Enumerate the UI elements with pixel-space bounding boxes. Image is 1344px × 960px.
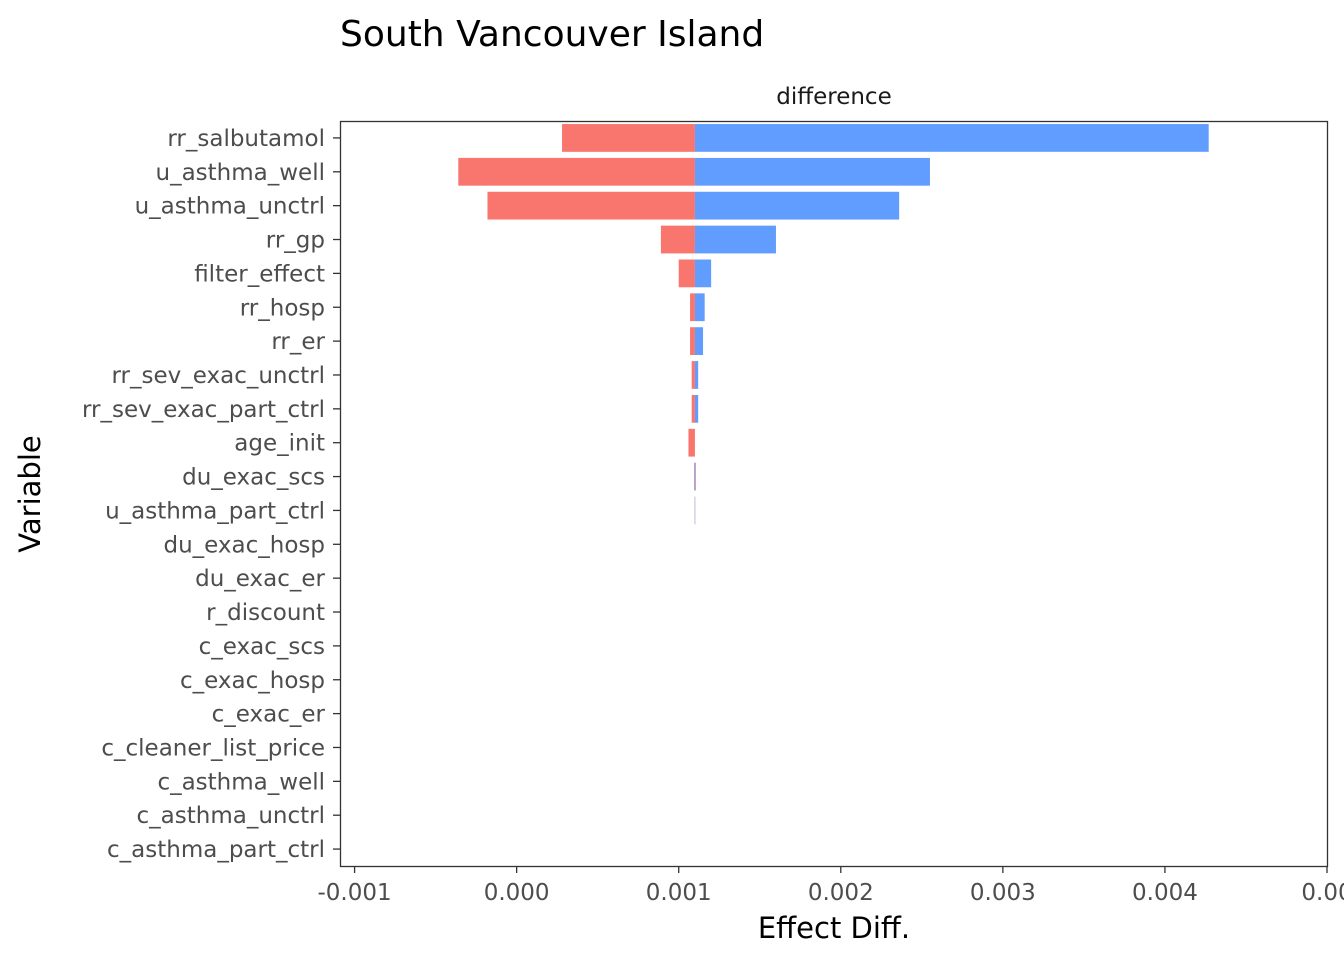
- y-tick-label: rr_hosp: [240, 295, 325, 321]
- y-tick-label: c_exac_scs: [199, 634, 325, 660]
- y-tick-label: age_init: [234, 431, 325, 457]
- x-tick-label: 0.002: [808, 880, 874, 906]
- bar-high-du-exac-scs: [694, 462, 696, 491]
- panel-border: [339, 120, 1329, 868]
- bar-low-u-asthma-well: [458, 157, 695, 186]
- y-tick-label: rr_sev_exac_part_ctrl: [82, 397, 325, 423]
- bar-low-du-exac-scs: [694, 462, 695, 491]
- bar-high-filter-effect: [694, 259, 712, 288]
- y-tick-label: du_exac_hosp: [163, 532, 325, 558]
- bar-low-rr-er: [690, 327, 695, 355]
- bar-low-rr-sev-exac-part-ctrl: [691, 394, 695, 423]
- bar-high-rr-sev-exac-unctrl: [694, 361, 699, 389]
- x-axis: -0.001 0.000 0.001 0.002 0.003 0.004 0.00: [318, 866, 1344, 906]
- y-axis: rr_salbutamol u_asthma_well u_asthma_unctr…: [82, 126, 340, 863]
- bars-layer: [458, 124, 1209, 525]
- x-tick-label: 0.000: [484, 880, 550, 906]
- x-tick-label: 0.003: [970, 880, 1036, 906]
- x-tick-label: 0.00: [1301, 880, 1344, 906]
- x-axis-title: Effect Diff.: [758, 911, 910, 945]
- y-tick-label: c_cleaner_list_price: [101, 735, 325, 761]
- bar-high-rr-sev-exac-part-ctrl: [694, 394, 699, 423]
- y-tick-label: u_asthma_part_ctrl: [105, 498, 325, 524]
- bar-high-rr-hosp: [694, 293, 705, 322]
- x-tick-label: -0.001: [318, 880, 392, 906]
- bar-low-age-init: [688, 428, 695, 457]
- bar-low-rr-hosp: [690, 293, 695, 322]
- y-tick-label: c_asthma_well: [157, 769, 325, 795]
- y-tick-label: c_exac_hosp: [180, 668, 325, 694]
- x-tick-label: 0.001: [646, 880, 712, 906]
- bar-high-rr-gp: [694, 225, 776, 254]
- y-tick-label: c_asthma_part_ctrl: [107, 837, 325, 863]
- bar-high-rr-salbutamol: [694, 124, 1209, 152]
- y-tick-label: c_asthma_unctrl: [137, 803, 325, 829]
- y-tick-label: rr_salbutamol: [167, 126, 325, 152]
- y-tick-label: rr_sev_exac_unctrl: [111, 363, 325, 389]
- bar-low-rr-sev-exac-unctrl: [691, 361, 695, 389]
- y-tick-label: du_exac_scs: [182, 465, 325, 491]
- bar-low-u-asthma-unctrl: [487, 191, 695, 220]
- chart-title: South Vancouver Island: [340, 14, 764, 55]
- facet-strip-label: difference: [776, 84, 891, 110]
- y-tick-label: u_asthma_unctrl: [135, 194, 325, 220]
- y-tick-label: du_exac_er: [195, 566, 325, 592]
- y-axis-title: Variable: [13, 435, 47, 552]
- x-tick-label: 0.004: [1132, 880, 1198, 906]
- bar-low-rr-salbutamol: [562, 124, 695, 152]
- bar-high-u-asthma-unctrl: [694, 191, 900, 220]
- y-tick-label: c_exac_er: [212, 702, 326, 728]
- bar-high-u-asthma-well: [694, 157, 930, 186]
- y-tick-label: rr_gp: [266, 228, 325, 254]
- bar-high-rr-er: [694, 327, 704, 355]
- bar-low-rr-gp: [660, 225, 695, 254]
- y-tick-label: u_asthma_well: [156, 160, 326, 186]
- y-tick-label: rr_er: [271, 329, 325, 355]
- y-tick-label: filter_effect: [194, 261, 325, 287]
- bar-low-filter-effect: [678, 259, 695, 288]
- y-tick-label: r_discount: [206, 600, 325, 626]
